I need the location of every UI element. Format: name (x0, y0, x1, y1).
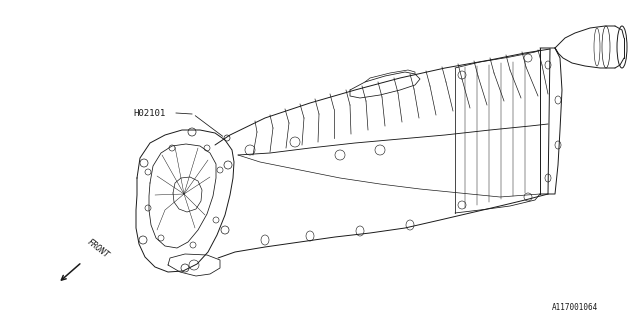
Text: A117001064: A117001064 (552, 303, 598, 312)
Text: H02101: H02101 (133, 108, 165, 117)
Text: FRONT: FRONT (85, 237, 110, 260)
